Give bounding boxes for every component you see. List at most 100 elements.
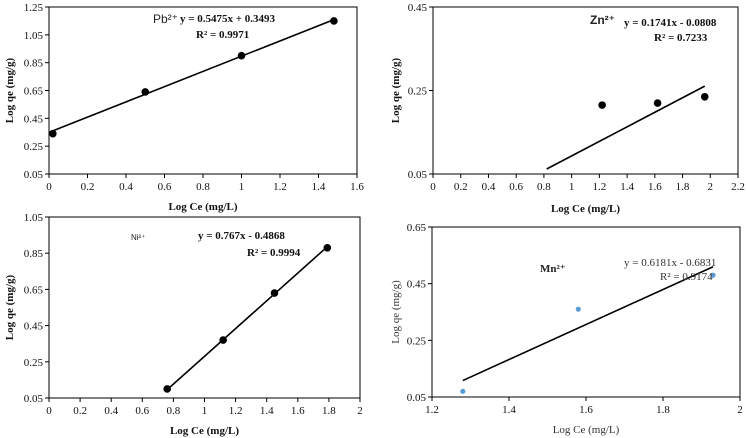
x-tick-label: 1.6 [350, 181, 364, 193]
x-tick-label: 0.8 [167, 405, 181, 417]
data-point [653, 99, 662, 107]
y-tick-label: 1.05 [24, 30, 44, 42]
x-tick-label: 2.2 [731, 181, 745, 193]
ion-label: Zn²⁺ [590, 13, 615, 27]
data-point [700, 92, 709, 101]
y-tick-label: 1.05 [24, 212, 44, 224]
y-tick-label: 0.45 [408, 2, 428, 14]
x-tick-label: 1.4 [260, 405, 274, 417]
data-point [219, 336, 227, 344]
x-tick-label: 2 [708, 181, 714, 193]
y-tick-label: 0.05 [408, 169, 428, 181]
r-squared-label: R² = 0.9971 [196, 29, 249, 41]
data-point [163, 385, 171, 393]
x-tick-label: 1.2 [229, 405, 243, 417]
y-tick-label: 0.65 [24, 284, 44, 296]
y-tick-label: 0.05 [24, 169, 44, 181]
ion-label: Ni²⁺ [131, 233, 145, 242]
y-tick-label: 0.85 [24, 58, 44, 70]
x-tick-label: 1.4 [620, 181, 634, 193]
y-tick-label: 0.05 [407, 392, 427, 404]
y-tick-label: 0.25 [408, 86, 428, 98]
r-squared-label: R² = 0.9994 [247, 247, 301, 259]
data-point [237, 51, 246, 60]
y-tick-label: 0.45 [24, 321, 44, 333]
y-axis-title: Log qe (mg/g) [390, 57, 402, 123]
plot-frame [431, 226, 741, 398]
data-point [141, 88, 150, 96]
x-tick-label: 1.6 [648, 181, 662, 193]
data-point [270, 289, 279, 297]
chart-panel-3: 0 0.2 0.4 0.6 0.8 1 1.2 1.4 1.6 1.8 2 0.05 0.25 0.45 0… [4, 212, 363, 437]
r-squared-label: R² = 0.7233 [654, 32, 708, 44]
data-point [323, 243, 332, 252]
ion-label: Mn²⁺ [540, 263, 566, 275]
chart-panel-1: 0 0.2 0.4 0.6 0.8 1 1.2 1.4 1.6 0.05 0.25 0.45 0.65 0… [4, 2, 364, 213]
x-tick-label: 1.8 [676, 181, 690, 193]
x-axis-title: Log Ce (mg/L) [170, 425, 239, 437]
x-tick-label: 1.4 [312, 181, 326, 193]
x-tick-label: 2 [737, 404, 743, 416]
data-point [460, 388, 466, 394]
y-tick-label: 1.25 [24, 2, 44, 14]
trendline [48, 18, 335, 134]
y-axis-title: Log qe (mg/g) [4, 57, 16, 123]
x-tick-label: 0.2 [73, 405, 87, 417]
x-axis-title: Log Ce (mg/L) [551, 203, 620, 215]
x-tick-label: 1.8 [656, 404, 670, 416]
chart-panel-2: 0 0.2 0.4 0.6 0.8 1 1.2 1.4 1.6 1.8 2 2.2 0.05 0.25 0.… [390, 2, 745, 215]
data-point [49, 129, 57, 138]
y-tick-label: 0.45 [24, 113, 44, 125]
x-tick-label: 0 [46, 181, 52, 193]
plot-frame [48, 216, 361, 399]
r-squared-label: R² = 0.9174 [660, 271, 713, 283]
x-tick-label: 0 [430, 181, 436, 193]
x-tick-label: 1.8 [322, 405, 336, 417]
x-tick-label: 0.6 [158, 181, 172, 193]
x-tick-label: 0.2 [454, 181, 468, 193]
x-tick-label: 2 [357, 405, 363, 417]
trendline [166, 246, 328, 391]
x-tick-label: 0.8 [196, 181, 210, 193]
x-tick-label: 1.2 [592, 181, 606, 193]
y-tick-label: 0.25 [24, 141, 44, 153]
x-tick-label: 0.4 [104, 405, 118, 417]
x-tick-label: 0.4 [119, 181, 133, 193]
x-tick-label: 1.6 [579, 404, 593, 416]
x-tick-label: 1.2 [273, 181, 287, 193]
x-axis-title: Log Ce (mg/L) [168, 201, 237, 213]
y-tick-label: 0.05 [24, 393, 44, 405]
regression-equation: y = 0.6181x - 0.6831 [624, 257, 716, 269]
x-tick-label: 1.2 [425, 404, 439, 416]
data-point [330, 17, 338, 25]
x-tick-label: 0.4 [482, 181, 496, 193]
regression-equation: y = 0.1741x - 0.0808 [624, 17, 717, 29]
y-tick-label: 0.25 [24, 357, 44, 369]
y-tick-label: 0.85 [24, 248, 44, 260]
x-tick-label: 0.6 [509, 181, 523, 193]
y-tick-label: 0.45 [407, 279, 427, 291]
x-axis-title: Log Ce (mg/L) [553, 424, 620, 436]
y-axis-title: Log qe (mg/g) [390, 280, 402, 344]
y-tick-label: 0.65 [407, 222, 427, 234]
regression-equation: y = 0.767x - 0.4868 [198, 230, 285, 242]
x-tick-label: 0.2 [81, 181, 95, 193]
x-tick-label: 0.8 [537, 181, 551, 193]
data-point [598, 101, 606, 109]
y-axis-title: Log qe (mg/g) [4, 274, 16, 340]
chart-panel-4: 1.2 1.4 1.6 1.8 2 0.05 0.25 0.45 0.65 Log Ce (mg/… [390, 222, 743, 436]
x-tick-label: 1 [239, 181, 245, 193]
regression-equation: y = 0.5475x + 0.3493 [180, 13, 276, 25]
y-tick-label: 0.65 [24, 86, 44, 98]
x-tick-label: 1 [202, 405, 208, 417]
ion-label: Pb²⁺ [153, 12, 178, 26]
trendline [462, 265, 714, 382]
x-tick-label: 0 [46, 405, 52, 417]
x-tick-label: 0.6 [135, 405, 149, 417]
trendline [546, 85, 706, 170]
data-point [710, 272, 716, 278]
x-tick-label: 1.6 [291, 405, 305, 417]
data-point [575, 306, 581, 312]
x-tick-label: 1 [569, 181, 575, 193]
